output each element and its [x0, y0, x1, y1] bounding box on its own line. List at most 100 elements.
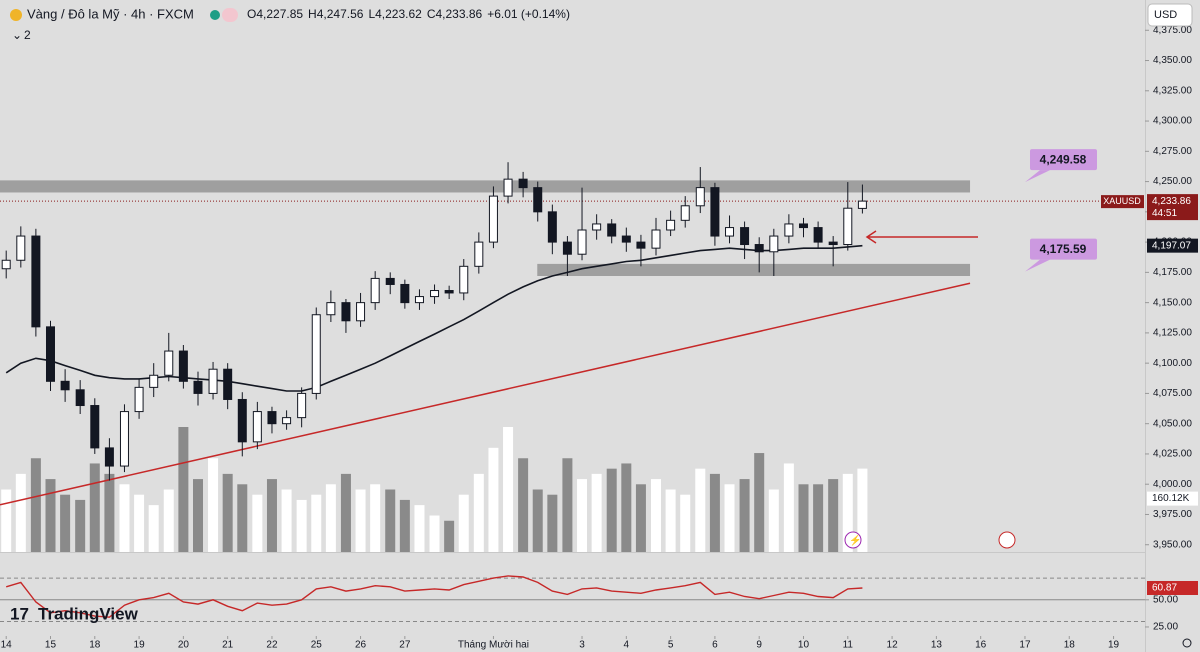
- candle-body: [356, 302, 366, 322]
- ma-tag: [1147, 238, 1198, 253]
- volume-bar: [621, 463, 632, 552]
- x-tick-label: 12: [887, 640, 899, 651]
- event-icon: [844, 531, 862, 549]
- candle-body: [16, 235, 26, 261]
- currency[interactable]: USD: [1154, 9, 1177, 21]
- ma-tag-label: 4,197.07: [1152, 240, 1191, 251]
- volume-bar: [768, 489, 779, 552]
- candle-body: [592, 223, 602, 231]
- candle-body: [857, 200, 867, 209]
- volume-bar: [296, 499, 307, 552]
- y-tick-label: 4,375.00: [1153, 25, 1192, 36]
- volume-bar: [178, 427, 189, 552]
- event-icon: ⚡: [849, 534, 861, 547]
- volume-bar: [783, 463, 794, 552]
- x-tick-label: 18: [1064, 640, 1076, 651]
- trendline: [0, 282, 971, 506]
- y-tick-label: 4,000.00: [1153, 479, 1192, 490]
- y-tick-label: 4,250.00: [1153, 176, 1192, 187]
- volume-bar: [15, 473, 26, 552]
- x-tick-label: 18: [89, 640, 101, 651]
- candle-body: [326, 302, 336, 316]
- volume-bar: [370, 484, 381, 552]
- ohlc: O4,227.85 H4,247.56 L4,223.62 C4,233.86 +6.0…: [247, 7, 570, 21]
- candle-body: [430, 290, 440, 298]
- rsi-line: [5, 575, 863, 618]
- volume-bar: [547, 494, 558, 552]
- volume-bar: [399, 499, 410, 552]
- candle-body: [754, 244, 764, 253]
- callout-pointer: [1025, 170, 1050, 183]
- candle-body: [533, 187, 543, 213]
- candle-body: [237, 398, 247, 443]
- volume-bar: [798, 484, 809, 552]
- volume-bar: [813, 484, 824, 552]
- logo: TradingView: [38, 604, 139, 623]
- volume-bar: [488, 447, 499, 552]
- x-tick-label: 10: [798, 640, 810, 651]
- candle-body: [503, 178, 513, 197]
- x-tick-label: 21: [222, 640, 234, 651]
- countdown: 44:51: [1152, 208, 1177, 219]
- candle-body: [695, 187, 705, 207]
- volume-bar: [842, 473, 853, 552]
- volume-bar: [45, 479, 56, 552]
- volume-bar: [458, 494, 469, 552]
- volume-tag-label: 160.12K: [1152, 493, 1190, 504]
- y-tick-label: 4,075.00: [1153, 388, 1192, 399]
- y-tick-label: 4,350.00: [1153, 55, 1192, 66]
- ohlc-value: C4,233.86: [427, 7, 483, 21]
- volume-bar: [650, 479, 661, 552]
- x-tick-label: 17: [1019, 640, 1031, 651]
- candle-body: [60, 380, 70, 391]
- volume-bar: [119, 484, 130, 552]
- arrow: [865, 230, 978, 244]
- chevron: ⌄: [12, 28, 22, 42]
- symbol-tag: [1101, 195, 1144, 209]
- status-icon: [210, 10, 220, 20]
- ohlc-value: H4,247.56: [308, 7, 364, 21]
- logo-mark: 17: [10, 604, 29, 623]
- x-tick-label: 25: [311, 640, 323, 651]
- candle-body: [813, 227, 823, 243]
- volume-bar: [1, 489, 12, 552]
- candle-body: [341, 302, 351, 322]
- candle-body: [149, 374, 159, 388]
- candle-body: [414, 296, 424, 304]
- volume-bar: [104, 473, 115, 552]
- volume-bar: [577, 479, 588, 552]
- candle-body: [208, 368, 218, 394]
- candle-body: [459, 265, 469, 294]
- x-tick-label: 26: [355, 640, 367, 651]
- callout-label: 4,175.59: [1040, 242, 1087, 256]
- settings-icon[interactable]: [1182, 638, 1192, 648]
- volume-bar: [503, 427, 514, 552]
- currency-button[interactable]: [1147, 3, 1193, 27]
- candle-body: [740, 227, 750, 246]
- candle-body: [444, 290, 454, 294]
- price-tag-label: 4,233.86: [1152, 196, 1191, 207]
- volume-bar: [473, 473, 484, 552]
- volume-bar: [429, 515, 440, 552]
- candle-body: [651, 229, 661, 249]
- x-tick-label: Tháng Mười hai: [458, 640, 529, 651]
- ohlc-value: L4,223.62: [368, 7, 422, 21]
- y-tick-label: 4,050.00: [1153, 418, 1192, 429]
- volume-bar: [311, 494, 322, 552]
- volume-bar: [562, 458, 573, 552]
- y-tick-label: 4,100.00: [1153, 358, 1192, 369]
- rsi-tick-label: 50.00: [1153, 594, 1178, 605]
- volume-bar: [222, 473, 233, 552]
- candle-body: [710, 187, 720, 237]
- volume-bar: [30, 458, 41, 552]
- candle-body: [297, 392, 307, 419]
- volume-bar: [355, 489, 366, 552]
- volume-bar: [281, 489, 292, 552]
- volume-bar: [828, 479, 839, 552]
- candle-body: [1, 259, 11, 270]
- rsi-tag-label: 60.87: [1152, 583, 1177, 594]
- candle-body: [75, 389, 85, 407]
- candle-body: [385, 277, 395, 285]
